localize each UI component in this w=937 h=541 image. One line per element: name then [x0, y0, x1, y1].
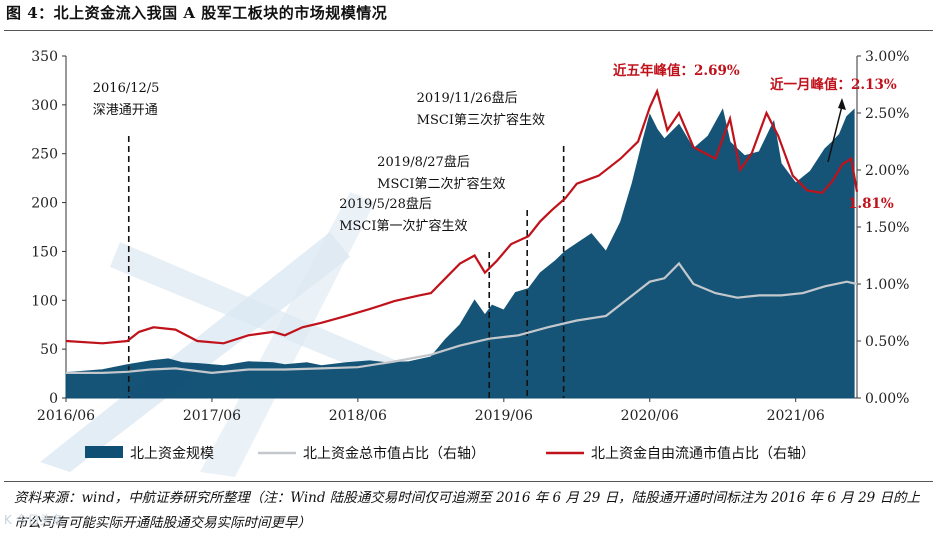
x-tick-label: 2018/06 — [329, 408, 387, 424]
right-tick-label: 2.00% — [865, 163, 909, 179]
left-tick-label: 150 — [31, 244, 58, 260]
x-tick-label: 2021/06 — [767, 408, 825, 424]
right-tick-label: 1.00% — [865, 277, 909, 293]
left-tick-label: 250 — [31, 147, 58, 163]
event-label: 2019/5/28盘后 — [339, 196, 432, 212]
legend-swatch-area — [85, 446, 123, 458]
legend-label: 北上资金规模 — [130, 446, 214, 462]
right-tick-label: 1.50% — [865, 220, 909, 236]
left-tick-label: 200 — [31, 196, 58, 212]
right-tick-label: 0.50% — [865, 334, 909, 350]
event-label: MSCI第一次扩容生效 — [339, 218, 467, 234]
watermark-shape — [110, 242, 400, 382]
right-tick-label: 3.00% — [865, 49, 909, 65]
series-area-northbound-scale — [65, 108, 855, 399]
chart: 0 50 100 150 200 250 300 350 0.00% 0.50% 1.00% 1.50… — [31, 49, 909, 477]
event-label: MSCI第三次扩容生效 — [417, 112, 545, 128]
source-divider — [4, 481, 933, 482]
watermark: K 今日头条 — [4, 513, 64, 527]
series-line-free-float-ratio — [65, 88, 859, 345]
event-label: 2019/8/27盘后 — [377, 154, 470, 170]
figure-title: 图 4：北上资金流入我国 A 股军工板块的市场规模情况 — [6, 4, 388, 22]
annotation-arrow — [827, 105, 843, 163]
annotation-1mo-peak: 近一月峰值：2.13% — [770, 76, 897, 93]
x-tick-label: 2020/06 — [621, 408, 679, 424]
annotation-arrowhead — [838, 98, 846, 110]
left-tick-label: 350 — [31, 49, 58, 65]
x-tick-label: 2017/06 — [183, 408, 241, 424]
right-tick-label: 0.00% — [865, 391, 909, 407]
title-divider — [4, 30, 933, 31]
left-tick-label: 300 — [31, 98, 58, 114]
x-tick-label: 2019/06 — [475, 408, 533, 424]
annotation-5yr-peak: 近五年峰值：2.69% — [613, 62, 740, 79]
source-note: 资料来源：wind，中航证券研究所整理（注：Wind 陆股通交易时间仅可追溯至 … — [14, 490, 921, 531]
x-tick-label: 2016/06 — [37, 408, 95, 424]
right-tick-label: 2.50% — [865, 106, 909, 122]
legend-label: 北上资金自由流通市值占比（右轴） — [591, 445, 815, 462]
annotation-latest-value: 1.81% — [848, 196, 894, 212]
left-tick-label: 50 — [40, 342, 58, 358]
left-tick-label: 100 — [31, 293, 58, 309]
legend-label: 北上资金总市值占比（右轴） — [303, 445, 485, 462]
watermark-shape — [40, 232, 350, 472]
event-label: MSCI第二次扩容生效 — [377, 176, 505, 192]
left-tick-label: 0 — [49, 391, 58, 407]
event-label: 2019/11/26盘后 — [417, 90, 518, 106]
event-label: 2016/12/5 — [93, 81, 160, 96]
series-line-total-mktcap-ratio — [66, 261, 858, 375]
event-label: 深港通开通 — [93, 103, 158, 118]
